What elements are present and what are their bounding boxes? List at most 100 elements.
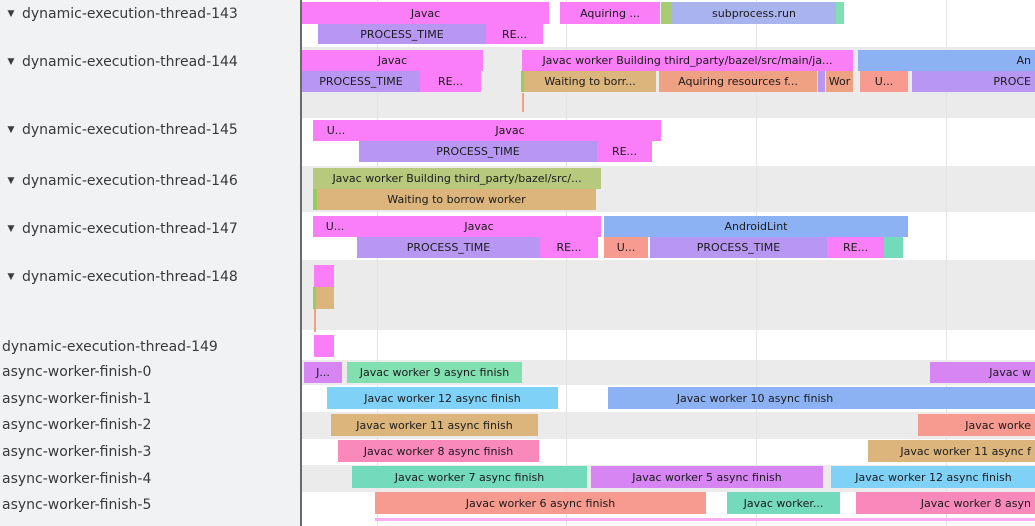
sidebar-row-dynamic-execution-thread-146[interactable]: ▼ dynamic-execution-thread-146 xyxy=(0,169,300,193)
trace-slice-bar[interactable]: Javac xyxy=(302,50,483,71)
trace-slice-bar[interactable]: Javac worke xyxy=(918,414,1035,436)
trace-slice-sliver[interactable] xyxy=(661,2,672,24)
slice-label: Javac worker 8 async finish xyxy=(363,444,514,458)
collapse-triangle-icon[interactable]: ▼ xyxy=(7,176,15,186)
trace-slice-bar[interactable]: Javac xyxy=(302,2,549,24)
trace-slice-bar[interactable]: Javac worker 10 async finish xyxy=(608,387,1035,409)
thread-name-label: dynamic-execution-thread-144 xyxy=(22,54,238,70)
trace-slice-bar[interactable]: Javac worker Building third_party/bazel/… xyxy=(522,50,853,71)
trace-slice-bar[interactable]: Aquiring resources f... xyxy=(659,71,817,92)
instant-event-tick[interactable] xyxy=(522,93,524,112)
slice-label: RE... xyxy=(611,145,638,158)
slice-label: Javac xyxy=(495,124,525,137)
trace-slice-bar[interactable]: RE... xyxy=(420,71,481,92)
trace-slice-bar[interactable]: Waiting to borr... xyxy=(524,71,656,92)
trace-slice-bar[interactable]: Javac xyxy=(359,120,661,141)
sidebar-row-async-worker-finish-3[interactable]: async-worker-finish-3 xyxy=(0,440,300,464)
trace-slice-bar[interactable]: RE... xyxy=(597,141,652,162)
thread-name-label: dynamic-execution-thread-143 xyxy=(22,6,238,22)
collapse-triangle-icon[interactable]: ▼ xyxy=(7,9,15,19)
trace-slice-bar[interactable]: AndroidLint xyxy=(604,216,908,237)
trace-slice-bar[interactable]: Javac worker 8 async finish xyxy=(338,440,539,462)
collapse-triangle-icon[interactable]: ▼ xyxy=(7,125,15,135)
trace-slice-bar[interactable]: Wor xyxy=(826,71,853,92)
slice-label: Javac worker Building third_party/bazel/… xyxy=(332,172,582,185)
trace-slice-bar[interactable]: Javac w xyxy=(930,362,1035,383)
trace-slice-bar[interactable]: Javac worker 8 asyn xyxy=(856,492,1035,514)
trace-slice-bar[interactable]: Javac worker 7 async finish xyxy=(352,466,587,488)
sidebar-row-dynamic-execution-thread-149[interactable]: dynamic-execution-thread-149 xyxy=(0,335,300,359)
sidebar-row-dynamic-execution-thread-143[interactable]: ▼ dynamic-execution-thread-143 xyxy=(0,2,300,26)
slice-label: Waiting to borr... xyxy=(544,75,636,88)
trace-slice-bar[interactable]: Javac worker Building third_party/bazel/… xyxy=(313,168,601,189)
trace-slice-sliver[interactable] xyxy=(884,237,903,258)
slice-label: U... xyxy=(325,220,345,233)
sidebar-row-async-worker-finish-1[interactable]: async-worker-finish-1 xyxy=(0,387,300,411)
thread-name-label: async-worker-finish-0 xyxy=(2,364,152,380)
slice-label: An xyxy=(1016,54,1032,67)
trace-slice-sliver[interactable] xyxy=(818,71,825,92)
trace-slice-bar[interactable]: Javac worker 6 async finish xyxy=(375,492,706,514)
collapse-triangle-icon[interactable]: ▼ xyxy=(7,224,15,234)
trace-slice-bar[interactable]: J... xyxy=(304,362,342,383)
trace-slice-bar[interactable]: Javac worker 11 async finish xyxy=(331,414,538,436)
trace-slice-bar[interactable]: Javac worker 12 async finish xyxy=(327,387,558,409)
trace-slice-sliver[interactable] xyxy=(314,265,334,287)
slice-label: PROCESS_TIME xyxy=(406,241,491,254)
sidebar-row-dynamic-execution-thread-147[interactable]: ▼ dynamic-execution-thread-147 xyxy=(0,217,300,241)
clipped-bottom-bar xyxy=(375,518,1035,521)
trace-slice-sliver[interactable] xyxy=(521,71,524,92)
trace-slice-bar[interactable]: Javac worker 12 async finish xyxy=(831,466,1035,488)
instant-event-tick[interactable] xyxy=(314,309,316,332)
trace-slice-bar[interactable]: An xyxy=(858,50,1035,71)
sidebar-row-dynamic-execution-thread-145[interactable]: ▼ dynamic-execution-thread-145 xyxy=(0,118,300,142)
slice-label: Javac xyxy=(464,220,494,233)
trace-slice-sliver[interactable] xyxy=(316,287,334,309)
slice-label: PROCE xyxy=(993,75,1031,88)
trace-slice-bar[interactable]: Javac xyxy=(357,216,601,237)
slice-label: U... xyxy=(874,75,894,88)
trace-slice-bar[interactable]: PROCESS_TIME xyxy=(357,237,540,258)
trace-slice-sliver[interactable] xyxy=(313,287,316,309)
trace-slice-bar[interactable]: PROCESS_TIME xyxy=(650,237,827,258)
trace-slice-bar[interactable]: U... xyxy=(313,120,359,141)
trace-slice-bar[interactable]: PROCESS_TIME xyxy=(359,141,597,162)
trace-slice-bar[interactable]: RE... xyxy=(827,237,884,258)
trace-slice-bar[interactable]: Javac worker 11 async f xyxy=(868,440,1035,462)
trace-slice-bar[interactable]: U... xyxy=(313,216,357,237)
trace-slice-bar[interactable]: Javac worker... xyxy=(727,492,840,514)
thread-name-label: dynamic-execution-thread-147 xyxy=(22,221,238,237)
collapse-triangle-icon[interactable]: ▼ xyxy=(7,57,15,67)
slice-label: PROCESS_TIME xyxy=(436,145,520,158)
slice-label: Aquiring ... xyxy=(580,6,640,20)
sidebar-row-async-worker-finish-0[interactable]: async-worker-finish-0 xyxy=(0,360,300,384)
trace-slice-bar[interactable]: Waiting to borrow worker xyxy=(317,189,596,210)
trace-slice-bar[interactable]: U... xyxy=(604,237,648,258)
trace-slice-bar[interactable]: RE... xyxy=(540,237,598,258)
trace-slice-bar[interactable]: Javac worker 5 async finish xyxy=(591,466,823,488)
sidebar-row-dynamic-execution-thread-144[interactable]: ▼ dynamic-execution-thread-144 xyxy=(0,50,300,74)
slice-label: Javac worke xyxy=(965,418,1031,432)
slice-label: Javac worker 10 async finish xyxy=(676,391,834,405)
trace-slice-bar[interactable]: PROCESS_TIME xyxy=(318,24,486,44)
trace-slice-bar[interactable]: subprocess.run xyxy=(672,2,836,24)
trace-slice-bar[interactable]: Javac worker 9 async finish xyxy=(347,362,522,383)
trace-slice-sliver[interactable] xyxy=(314,335,334,357)
trace-slice-bar[interactable]: PROCE xyxy=(912,71,1035,92)
sidebar-row-async-worker-finish-5[interactable]: async-worker-finish-5 xyxy=(0,493,300,517)
sidebar-row-dynamic-execution-thread-148[interactable]: ▼ dynamic-execution-thread-148 xyxy=(0,265,300,289)
sidebar-row-async-worker-finish-2[interactable]: async-worker-finish-2 xyxy=(0,413,300,437)
slice-label: Javac xyxy=(377,54,408,67)
sidebar-row-async-worker-finish-4[interactable]: async-worker-finish-4 xyxy=(0,467,300,491)
trace-slice-bar[interactable]: U... xyxy=(860,71,908,92)
row-background-stripe xyxy=(302,260,1035,330)
trace-slice-sliver[interactable] xyxy=(836,2,844,24)
trace-slice-bar[interactable]: RE... xyxy=(486,24,543,44)
trace-slice-bar[interactable]: Aquiring ... xyxy=(560,2,660,24)
slice-label: Javac xyxy=(410,6,441,20)
collapse-triangle-icon[interactable]: ▼ xyxy=(7,272,15,282)
trace-slice-bar[interactable]: PROCESS_TIME xyxy=(302,71,420,92)
trace-slice-sliver[interactable] xyxy=(313,189,317,210)
time-gridline xyxy=(756,0,757,526)
thread-name-label: async-worker-finish-1 xyxy=(2,391,152,407)
